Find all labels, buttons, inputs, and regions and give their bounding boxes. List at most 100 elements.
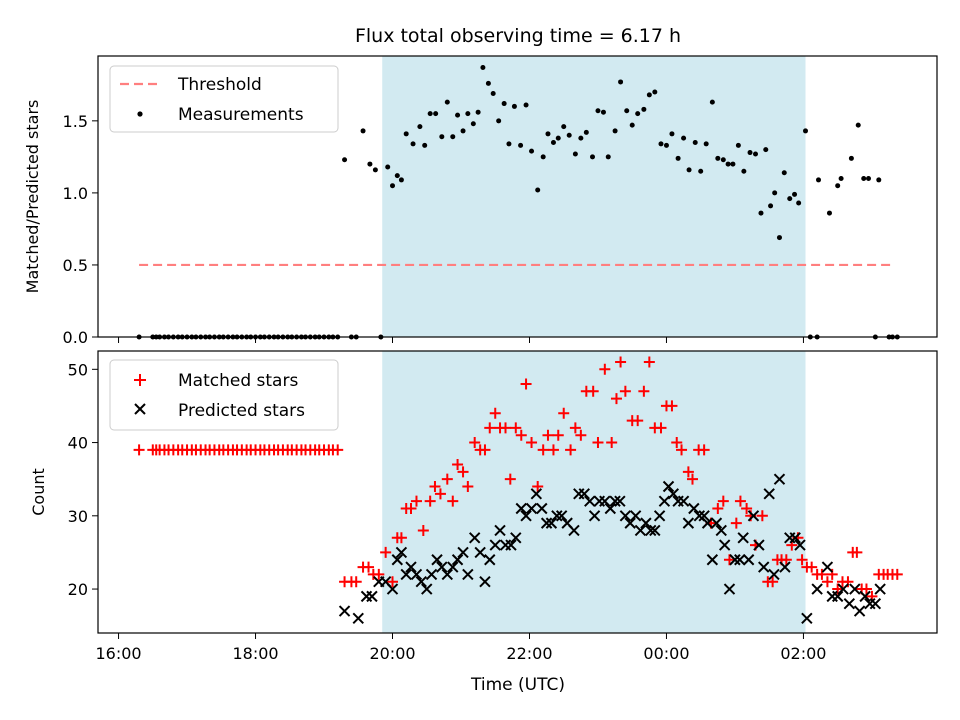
measurement-point bbox=[866, 175, 872, 181]
predicted-star-point bbox=[653, 510, 666, 522]
measurement-point bbox=[861, 175, 867, 181]
legend: Matched stars Predicted stars bbox=[109, 359, 339, 431]
predicted-star-point bbox=[338, 605, 351, 617]
x-tick-label: 18:00 bbox=[232, 644, 278, 663]
matched-star-point bbox=[610, 393, 622, 405]
matched-star-point bbox=[510, 422, 522, 434]
measurement-point bbox=[475, 109, 481, 115]
measurement-point bbox=[496, 118, 502, 124]
matched-star-point bbox=[469, 437, 481, 449]
matched-star-point bbox=[569, 422, 581, 434]
predicted-star-point bbox=[837, 583, 849, 595]
predicted-star-point bbox=[688, 502, 700, 515]
measurement-point bbox=[855, 122, 861, 128]
matched-star-point bbox=[558, 407, 570, 419]
predicted-star-point bbox=[568, 524, 580, 537]
predicted-star-point bbox=[737, 532, 749, 544]
measurement-point bbox=[641, 106, 647, 112]
matched-star-point bbox=[606, 437, 618, 449]
matched-star-point bbox=[655, 422, 667, 434]
matched-star-point bbox=[851, 546, 863, 558]
matched-star-point bbox=[489, 407, 501, 419]
measurement-point bbox=[550, 139, 556, 145]
measurement-point bbox=[455, 112, 461, 118]
matched-star-point bbox=[615, 356, 627, 368]
predicted-star-point bbox=[431, 554, 443, 566]
matched-star-points bbox=[133, 356, 903, 602]
measurement-point bbox=[410, 141, 416, 147]
measurement-point bbox=[460, 128, 466, 134]
measurement-point bbox=[663, 142, 669, 148]
y-axis-ticks: 20 30 40 50 bbox=[68, 360, 98, 599]
x-tick-label: 16:00 bbox=[95, 644, 141, 663]
predicted-star-point bbox=[821, 561, 834, 573]
measurement-points bbox=[136, 65, 900, 340]
predicted-star-point bbox=[662, 480, 675, 493]
predicted-star-point bbox=[619, 510, 632, 522]
matched-star-point bbox=[734, 495, 746, 507]
measurement-point bbox=[390, 183, 396, 189]
predicted-star-point bbox=[447, 561, 459, 573]
matched-star-point bbox=[723, 554, 735, 566]
predicted-star-point bbox=[715, 524, 727, 537]
matched-star-point bbox=[380, 546, 392, 558]
y-tick-label: 1.0 bbox=[63, 184, 88, 203]
predicted-star-point bbox=[763, 488, 775, 500]
predicted-star-point bbox=[588, 510, 601, 522]
legend-label: Predicted stars bbox=[178, 401, 305, 421]
measurement-point bbox=[470, 121, 476, 127]
legend-measurement-swatch bbox=[137, 111, 143, 117]
measurement-point bbox=[465, 111, 471, 117]
measurement-point bbox=[523, 102, 529, 108]
predicted-star-point bbox=[698, 510, 710, 522]
measurement-point bbox=[703, 141, 709, 147]
predicted-star-point bbox=[874, 583, 886, 595]
predicted-star-point bbox=[505, 539, 517, 551]
x-tick-label: 20:00 bbox=[369, 644, 415, 663]
predicted-star-point bbox=[494, 524, 506, 537]
predicted-star-point bbox=[360, 590, 373, 603]
y-tick-label: 0.0 bbox=[63, 328, 88, 347]
measurement-point bbox=[572, 151, 578, 157]
y-tick-label: 1.5 bbox=[63, 112, 88, 131]
matched-star-point bbox=[504, 473, 516, 485]
matched-star-point bbox=[686, 473, 698, 485]
matched-star-point bbox=[832, 583, 844, 595]
matched-star-point bbox=[643, 356, 655, 368]
measurement-point bbox=[433, 111, 439, 117]
measurement-point bbox=[485, 80, 491, 86]
predicted-star-point bbox=[729, 554, 741, 566]
predicted-star-point bbox=[451, 554, 464, 566]
matched-star-point bbox=[547, 444, 559, 456]
y-axis-label: Matched/Predicted stars bbox=[23, 100, 42, 294]
predicted-star-point bbox=[609, 495, 621, 507]
predicted-star-point bbox=[629, 510, 642, 522]
predicted-star-point bbox=[530, 488, 543, 500]
matched-star-point bbox=[698, 444, 710, 456]
measurement-point bbox=[772, 190, 778, 196]
measurement-point bbox=[715, 155, 721, 161]
matched-star-point bbox=[363, 561, 375, 573]
measurement-point bbox=[394, 173, 400, 179]
measurement-point bbox=[753, 151, 759, 157]
matched-star-point bbox=[500, 422, 512, 434]
measurement-point bbox=[730, 161, 736, 167]
measurement-point bbox=[624, 108, 630, 114]
measurement-point bbox=[535, 187, 541, 193]
measurement-point bbox=[675, 155, 681, 161]
measurement-point bbox=[681, 135, 687, 141]
x-axis-ticks: 16:00 18:00 20:00 22:00 00:00 02:00 bbox=[95, 633, 826, 663]
predicted-star-point bbox=[436, 561, 448, 573]
predicted-star-point bbox=[536, 502, 548, 515]
legend-matched-swatch bbox=[134, 374, 146, 386]
predicted-star-point bbox=[425, 568, 438, 581]
measurement-point bbox=[781, 170, 787, 176]
matched-star-point bbox=[133, 444, 145, 456]
matched-star-point bbox=[717, 495, 729, 507]
predicted-star-point bbox=[479, 576, 491, 588]
measurement-point bbox=[342, 157, 348, 163]
measurement-point bbox=[427, 111, 433, 117]
predicted-star-point bbox=[645, 524, 657, 537]
predicted-star-point bbox=[859, 590, 871, 603]
matched-star-point bbox=[638, 385, 650, 397]
